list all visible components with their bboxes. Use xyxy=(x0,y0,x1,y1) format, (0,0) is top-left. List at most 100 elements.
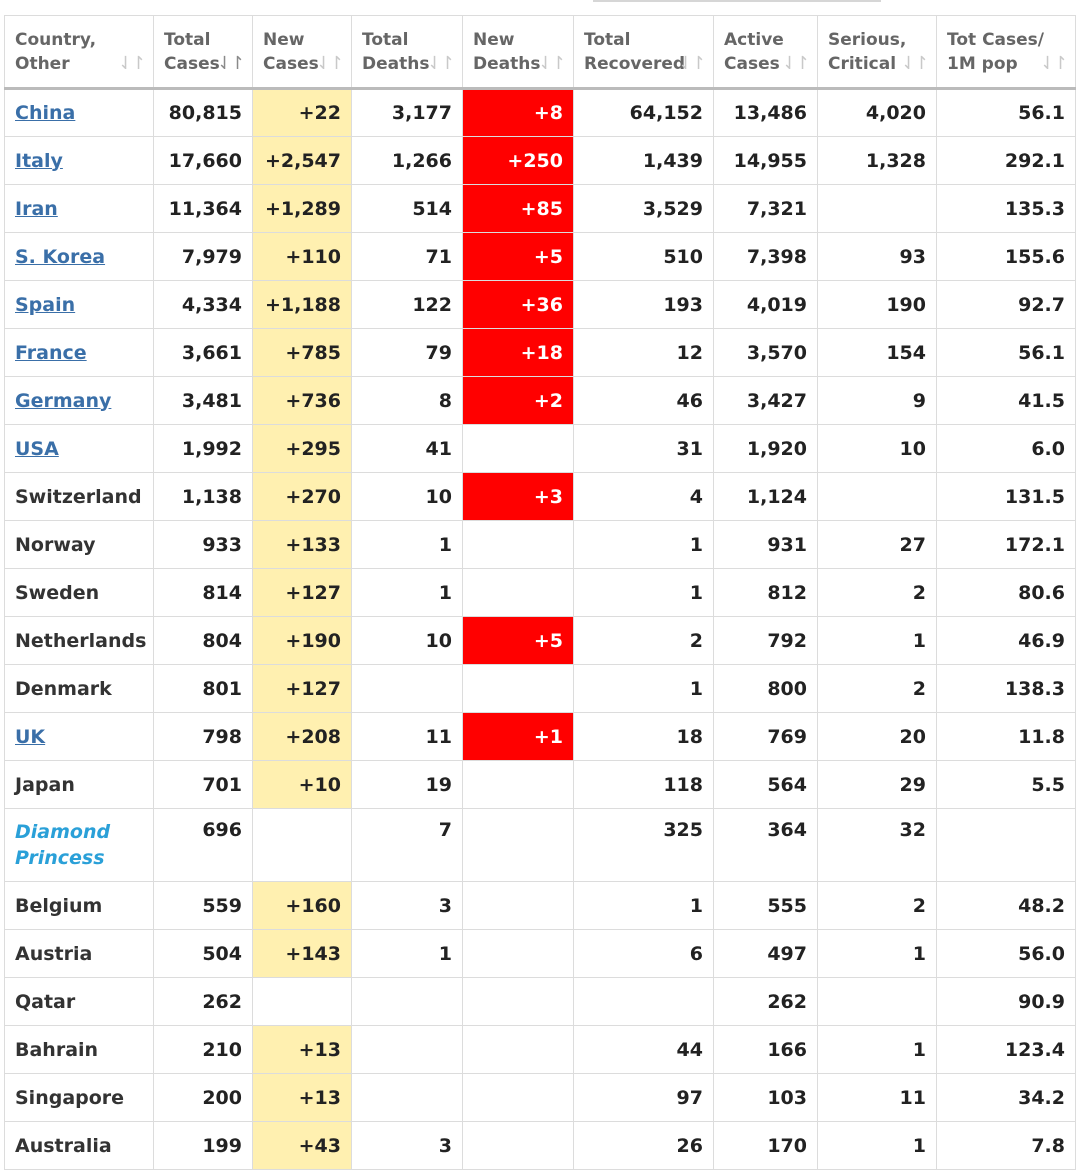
sort-icon[interactable]: ⇃↾ xyxy=(537,53,566,74)
country-cell[interactable]: Spain xyxy=(4,280,154,329)
country-cell[interactable]: Germany xyxy=(4,376,154,425)
active-cases-cell: 1,920 xyxy=(713,424,818,473)
cases-per-million-cell: 46.9 xyxy=(936,616,1076,665)
new-cases-cell: +110 xyxy=(252,232,352,281)
country-cell[interactable]: UK xyxy=(4,712,154,761)
serious-critical-cell: 1 xyxy=(817,1121,937,1170)
active-cases-cell: 812 xyxy=(713,568,818,617)
serious-critical-cell: 32 xyxy=(817,808,937,882)
sort-icon[interactable]: ⇃↾ xyxy=(426,53,455,74)
country-cell: Netherlands xyxy=(4,616,154,665)
sort-icon[interactable]: ⇃↾ xyxy=(900,53,929,74)
total-deaths-cell xyxy=(351,1073,463,1122)
total-deaths-cell: 3 xyxy=(351,881,463,930)
total-recovered-cell: 2 xyxy=(573,616,714,665)
table-row: Netherlands 804 +190 10 +5 2 792 1 46.9 xyxy=(4,616,1076,665)
country-link[interactable]: Spain xyxy=(15,293,76,316)
sort-icon[interactable]: ⇃↾ xyxy=(677,53,706,74)
country-name: Australia xyxy=(15,1134,112,1157)
new-cases-cell: +1,188 xyxy=(252,280,352,329)
country-name: Belgium xyxy=(15,894,103,917)
cases-per-million-cell: 135.3 xyxy=(936,184,1076,233)
country-cell[interactable]: Iran xyxy=(4,184,154,233)
country-link[interactable]: France xyxy=(15,341,87,364)
total-recovered-cell: 64,152 xyxy=(573,88,714,137)
header-total-deaths[interactable]: Total Deaths ⇃↾ xyxy=(351,15,463,90)
new-deaths-cell xyxy=(462,520,574,569)
covid-table: Country, Other ⇃↾ Total Cases ⇃↾ New Cases ⇃↾ … xyxy=(4,15,1076,1170)
sort-icon[interactable]: ⇃↾ xyxy=(1039,53,1068,74)
table-row: Bahrain 210 +13 44 166 1 123.4 xyxy=(4,1025,1076,1074)
country-cell[interactable]: France xyxy=(4,328,154,377)
country-cell: Singapore xyxy=(4,1073,154,1122)
country-cell[interactable]: S. Korea xyxy=(4,232,154,281)
total-cases-cell: 801 xyxy=(153,664,253,713)
total-recovered-cell: 510 xyxy=(573,232,714,281)
country-link[interactable]: Iran xyxy=(15,197,58,220)
country-cell[interactable]: China xyxy=(4,88,154,137)
cases-per-million-cell xyxy=(936,808,1076,882)
country-link[interactable]: Italy xyxy=(15,149,63,172)
header-new-deaths[interactable]: New Deaths ⇃↾ xyxy=(462,15,574,90)
country-name: Switzerland xyxy=(15,485,142,508)
header-country[interactable]: Country, Other ⇃↾ xyxy=(4,15,154,90)
new-deaths-cell: +8 xyxy=(462,88,574,137)
sort-icon[interactable]: ⇃↾ xyxy=(781,53,810,74)
header-line: Cases xyxy=(263,53,319,74)
new-cases-cell: +13 xyxy=(252,1073,352,1122)
cases-per-million-cell: 131.5 xyxy=(936,472,1076,521)
country-cell: Japan xyxy=(4,760,154,809)
total-deaths-cell: 3 xyxy=(351,1121,463,1170)
total-cases-cell: 804 xyxy=(153,616,253,665)
new-cases-cell: +127 xyxy=(252,568,352,617)
table-row: Denmark 801 +127 1 800 2 138.3 xyxy=(4,664,1076,713)
header-new-cases[interactable]: New Cases ⇃↾ xyxy=(252,15,352,90)
new-deaths-cell xyxy=(462,929,574,978)
new-deaths-cell xyxy=(462,568,574,617)
new-deaths-cell xyxy=(462,977,574,1026)
header-cases-per-million[interactable]: Tot Cases/1M pop ⇃↾ xyxy=(936,15,1076,90)
new-deaths-cell xyxy=(462,1121,574,1170)
header-total-cases[interactable]: Total Cases ⇃↾ xyxy=(153,15,253,90)
total-deaths-cell: 10 xyxy=(351,472,463,521)
header-active-cases[interactable]: Active Cases ⇃↾ xyxy=(713,15,818,90)
sort-icon[interactable]: ⇃↾ xyxy=(315,53,344,74)
total-recovered-cell: 1 xyxy=(573,520,714,569)
cases-per-million-cell: 138.3 xyxy=(936,664,1076,713)
country-link[interactable]: Germany xyxy=(15,389,112,412)
header-total-recovered[interactable]: Total Recovered ⇃↾ xyxy=(573,15,714,90)
serious-critical-cell: 2 xyxy=(817,664,937,713)
country-link[interactable]: USA xyxy=(15,437,59,460)
new-cases-cell: +127 xyxy=(252,664,352,713)
cases-per-million-cell: 92.7 xyxy=(936,280,1076,329)
header-line: Recovered xyxy=(584,53,686,74)
sort-icon[interactable]: ⇃↾ xyxy=(117,53,146,74)
total-deaths-cell: 79 xyxy=(351,328,463,377)
sort-active-icon[interactable]: ⇃↾ xyxy=(216,53,245,74)
active-cases-cell: 4,019 xyxy=(713,280,818,329)
cases-per-million-cell: 123.4 xyxy=(936,1025,1076,1074)
table-row: Norway 933 +133 1 1 931 27 172.1 xyxy=(4,520,1076,569)
total-deaths-cell: 1 xyxy=(351,520,463,569)
total-recovered-cell: 6 xyxy=(573,929,714,978)
serious-critical-cell: 1 xyxy=(817,616,937,665)
header-line: Critical xyxy=(828,53,897,74)
country-link[interactable]: S. Korea xyxy=(15,245,106,268)
header-serious-critical[interactable]: Serious, Critical ⇃↾ xyxy=(817,15,937,90)
serious-critical-cell: 154 xyxy=(817,328,937,377)
serious-critical-cell: 11 xyxy=(817,1073,937,1122)
table-row: Iran 11,364 +1,289 514 +85 3,529 7,321 135.3 xyxy=(4,184,1076,233)
country-cell[interactable]: USA xyxy=(4,424,154,473)
total-recovered-cell: 1 xyxy=(573,881,714,930)
cases-per-million-cell: 90.9 xyxy=(936,977,1076,1026)
active-cases-cell: 792 xyxy=(713,616,818,665)
country-cell[interactable]: Italy xyxy=(4,136,154,185)
cases-per-million-cell: 56.1 xyxy=(936,88,1076,137)
new-cases-cell: +43 xyxy=(252,1121,352,1170)
total-cases-cell: 4,334 xyxy=(153,280,253,329)
new-deaths-cell: +85 xyxy=(462,184,574,233)
total-cases-cell: 933 xyxy=(153,520,253,569)
total-recovered-cell: 4 xyxy=(573,472,714,521)
country-link[interactable]: China xyxy=(15,102,76,124)
country-link[interactable]: UK xyxy=(15,725,46,748)
